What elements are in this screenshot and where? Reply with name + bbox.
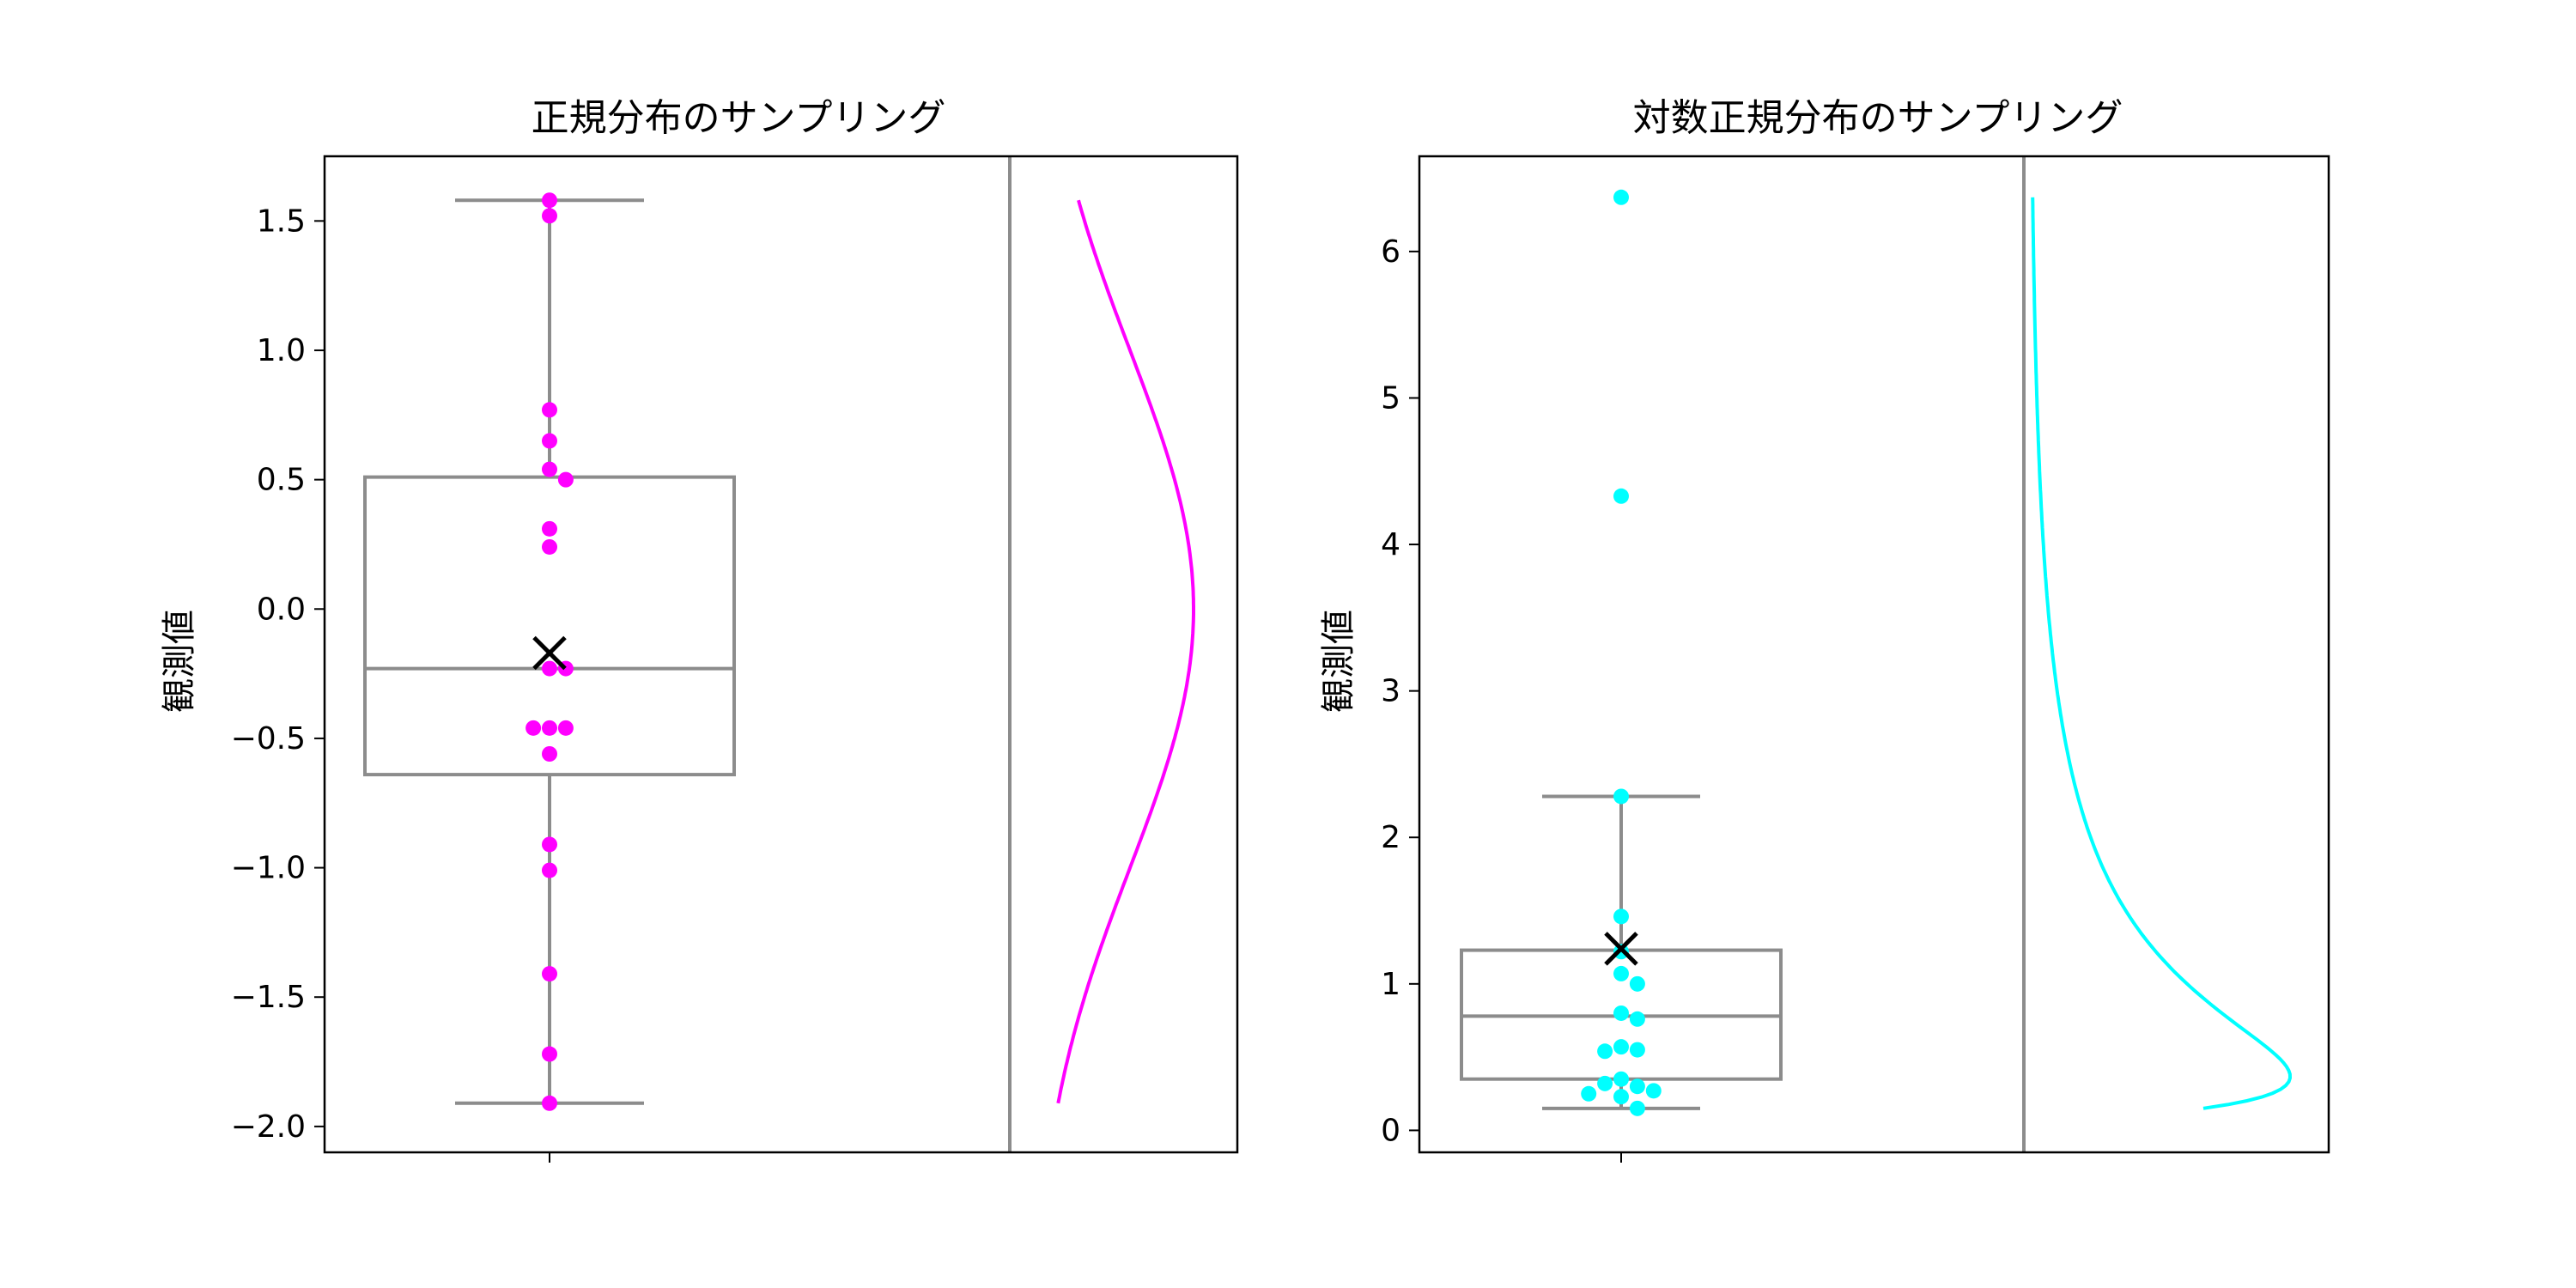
y-tick-label: 5 — [1381, 380, 1400, 416]
data-point — [1629, 1042, 1645, 1058]
y-tick-label: 1.0 — [257, 333, 306, 368]
density-curve — [1056, 199, 1195, 1104]
y-tick-label: 0.5 — [257, 463, 306, 498]
data-point — [526, 720, 542, 736]
data-point — [1613, 1089, 1629, 1105]
mean-marker — [1604, 932, 1638, 966]
data-point — [542, 746, 557, 762]
plot-area: 0 1 2 3 4 5 6 — [1381, 155, 2330, 1163]
chart-title: 正規分布のサンプリング — [532, 96, 946, 140]
plot-area: −2.0 −1.5 −1.0 −0.5 0.0 0.5 1.0 1.5 — [231, 155, 1239, 1163]
axes-frame — [1418, 155, 2330, 1154]
axes-frame — [323, 155, 1239, 1154]
data-point — [542, 862, 557, 878]
y-tick-label: 1 — [1381, 967, 1400, 1002]
data-point — [542, 208, 557, 224]
data-point — [1581, 1085, 1597, 1102]
data-point — [542, 720, 557, 736]
data-point — [1597, 1043, 1613, 1060]
y-tick-label: 1.5 — [257, 204, 306, 239]
data-point — [542, 192, 557, 209]
mean-marker — [532, 635, 567, 671]
data-point — [557, 471, 574, 488]
data-point — [1613, 965, 1629, 981]
data-point — [1597, 1075, 1613, 1091]
right-panel-lognormal: 対数正規分布のサンプリング 観測値 0 1 2 3 4 5 6 — [1319, 96, 2330, 1163]
data-point — [542, 966, 557, 982]
data-point — [542, 1046, 557, 1062]
y-tick-label: 6 — [1381, 234, 1400, 270]
y-axis-label: 観測値 — [1319, 610, 1358, 713]
data-point — [557, 720, 574, 736]
y-tick-label: −1.0 — [231, 851, 306, 886]
data-point — [1613, 908, 1629, 925]
y-tick-label: 0.0 — [257, 592, 306, 627]
data-point — [1613, 1039, 1629, 1055]
data-point — [1613, 788, 1629, 805]
y-tick-label: −0.5 — [231, 721, 306, 756]
density-curve — [2031, 197, 2293, 1110]
y-tick-label: 4 — [1381, 527, 1400, 562]
y-axis-label: 観測値 — [160, 610, 199, 713]
data-point — [1629, 1011, 1645, 1027]
y-tick-label: 3 — [1381, 674, 1400, 709]
chart-title: 対数正規分布のサンプリング — [1633, 96, 2123, 140]
data-point — [1629, 1078, 1645, 1095]
data-point — [1613, 1071, 1629, 1087]
data-point — [542, 433, 557, 449]
data-point — [542, 538, 557, 555]
data-point — [542, 836, 557, 853]
left-panel-normal: 正規分布のサンプリング 観測値 −2.0 −1.5 −1.0 −0.5 0.0 0.5 1.… — [160, 96, 1239, 1163]
y-tick-label: −2.0 — [231, 1109, 306, 1145]
data-point — [1613, 488, 1629, 504]
data-point — [1645, 1083, 1662, 1099]
data-point — [1613, 189, 1629, 205]
data-point — [542, 402, 557, 418]
y-tick-label: 2 — [1381, 820, 1400, 855]
data-point — [542, 461, 557, 477]
data-point — [1629, 975, 1645, 992]
data-point — [542, 520, 557, 537]
y-tick-label: −1.5 — [231, 980, 306, 1015]
data-point — [1629, 1100, 1645, 1116]
data-point — [542, 1095, 557, 1111]
data-point — [542, 660, 557, 677]
data-point — [1613, 1005, 1629, 1021]
y-tick-label: 0 — [1381, 1113, 1400, 1148]
